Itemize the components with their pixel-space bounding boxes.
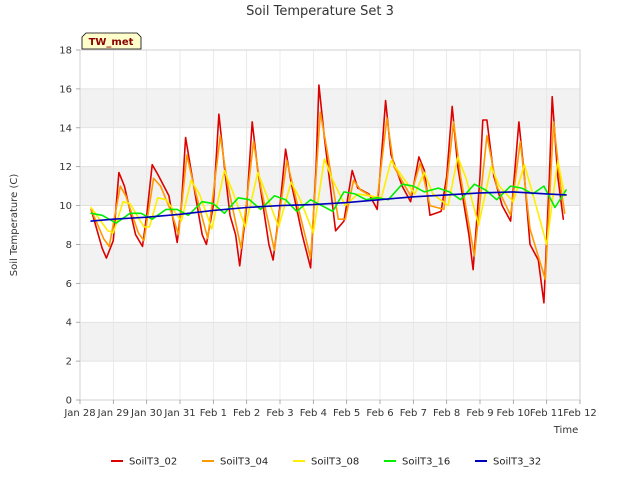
y-tick-label: 10 [59, 201, 72, 212]
station-badge: TW_met [81, 32, 142, 50]
chart-title: Soil Temperature Set 3 [246, 4, 394, 19]
series-line-soilt3-04 [90, 111, 566, 281]
x-tick-label: Feb 5 [333, 408, 360, 419]
series-line-soilt3-32 [90, 191, 567, 222]
x-tick-label: Jan 31 [163, 408, 195, 419]
axes: 0 2 4 6 8 10 12 14 16 18 Jan 28 Jan 29 Jan 30 Jan 31 F… [59, 46, 597, 420]
x-tick-label: Jan 30 [130, 408, 162, 419]
x-tick-label: Feb 10 [497, 408, 531, 419]
y-axis-title: Soil Temperature (C) [9, 174, 20, 277]
x-tick-label: Feb 6 [366, 408, 393, 419]
y-tick-label: 18 [59, 46, 72, 57]
plot-background [80, 50, 580, 400]
x-axis-title: Time [553, 425, 578, 436]
x-tick-label: Jan 29 [97, 408, 129, 419]
grid-band [80, 322, 580, 362]
legend-label: SoilT3_02 [129, 457, 177, 468]
grid-band [80, 244, 580, 284]
y-tick-label: 14 [59, 123, 72, 134]
y-tick-label: 16 [59, 84, 72, 95]
y-tick-label: 6 [66, 279, 72, 290]
legend-label: SoilT3_04 [220, 457, 268, 468]
y-tick-label: 12 [59, 162, 72, 173]
x-tick-label: Jan 28 [63, 408, 95, 419]
grid-band [80, 88, 580, 128]
y-tick-label: 4 [66, 318, 72, 329]
x-tick-label: Feb 7 [400, 408, 427, 419]
y-tick-label: 2 [66, 357, 72, 368]
x-tick-label: Feb 3 [266, 408, 293, 419]
x-tick-label: Feb 8 [433, 408, 460, 419]
y-tick-label: 8 [66, 240, 72, 251]
legend: SoilT3_02 SoilT3_04 SoilT3_08 SoilT3_16 Soil… [111, 457, 541, 468]
series-line-soilt3-08 [90, 156, 566, 246]
x-tick-label: Feb 12 [563, 408, 597, 419]
x-tick-label: Feb 4 [300, 408, 327, 419]
badge-box [81, 32, 142, 50]
x-tick-label: Feb 2 [233, 408, 260, 419]
legend-label: SoilT3_32 [493, 457, 541, 468]
series-layer [90, 84, 567, 304]
legend-label: SoilT3_08 [311, 457, 359, 468]
x-tick-label: Feb 1 [200, 408, 227, 419]
x-tick-label: Feb 9 [466, 408, 493, 419]
plot-frame [79, 49, 581, 401]
x-tick-label: Feb 11 [530, 408, 564, 419]
legend-label: SoilT3_16 [402, 457, 450, 468]
badge-label: TW_met [89, 37, 134, 48]
y-tick-label: 0 [66, 396, 72, 407]
